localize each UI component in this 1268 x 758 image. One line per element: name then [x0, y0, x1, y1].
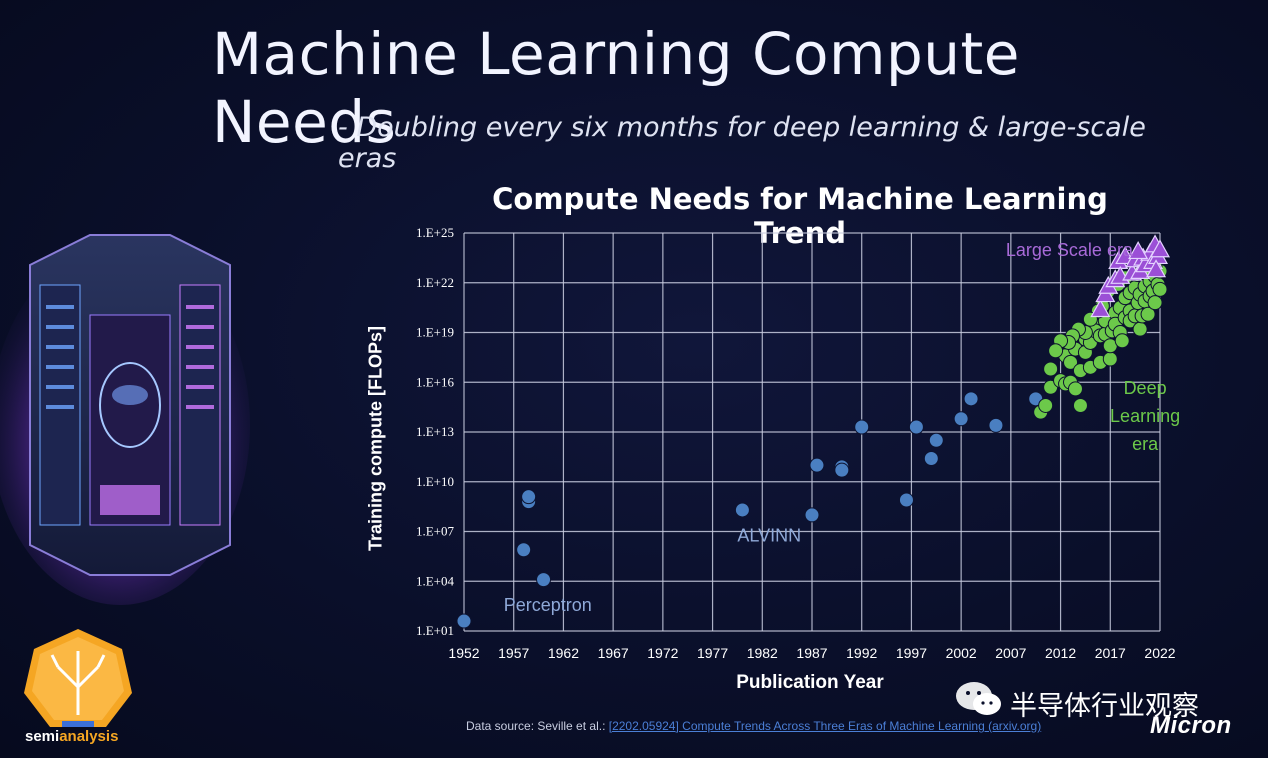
- data-point-large-scale: [1128, 241, 1149, 260]
- y-tick-label: 1.E+01: [416, 623, 454, 638]
- data-point-pre-deep-learning: [923, 451, 939, 467]
- chart-annotation: ALVINN: [737, 525, 801, 545]
- brand-analysis: analysis: [59, 728, 119, 745]
- chart-annotation: Learning: [1110, 406, 1180, 426]
- y-tick-label: 1.E+22: [416, 275, 454, 290]
- wechat-icon: [956, 682, 1001, 715]
- x-tick-label: 1992: [846, 645, 877, 661]
- data-point-deep-learning: [1043, 361, 1059, 377]
- x-tick-label: 1957: [498, 645, 529, 661]
- data-point-deep-learning: [1072, 397, 1088, 413]
- y-tick-label: 1.E+13: [416, 424, 454, 439]
- y-tick-label: 1.E+07: [416, 524, 455, 539]
- x-axis-label: Publication Year: [736, 672, 884, 693]
- data-point-deep-learning: [1048, 343, 1064, 359]
- data-source-link[interactable]: [2202.05924] Compute Trends Across Three…: [608, 719, 1042, 733]
- data-point-deep-learning: [1140, 306, 1156, 322]
- x-tick-label: 1977: [697, 645, 728, 661]
- wechat-account-name: 半导体行业观察: [1010, 691, 1199, 722]
- data-point-pre-deep-learning: [834, 462, 850, 478]
- page-title: Machine Learning Compute Needs: [212, 20, 1020, 156]
- chart-title: Compute Needs for Machine Learning Trend: [492, 182, 1108, 250]
- x-tick-label: 1962: [548, 645, 579, 661]
- data-point-pre-deep-learning: [734, 502, 750, 518]
- x-tick-label: 1952: [448, 645, 479, 661]
- data-point-deep-learning: [1102, 351, 1118, 367]
- scatter-chart: 1952 1957 1962 1967 1972 1977 1982 1987 1992 1997…: [416, 225, 1180, 661]
- chart-annotation: Large Scale era: [1006, 240, 1134, 260]
- data-point-pre-deep-learning: [898, 492, 914, 508]
- data-point-deep-learning: [1132, 321, 1148, 337]
- data-point-pre-deep-learning: [456, 613, 472, 629]
- semianalysis-tree-logo: [24, 629, 132, 727]
- y-tick-label: 1.E+16: [416, 374, 455, 389]
- y-tick-label: 1.E+04: [416, 573, 455, 588]
- data-point-large-scale: [1090, 299, 1111, 318]
- data-source-prefix: Data source: Seville et al.:: [466, 719, 606, 733]
- x-tick-label: 1997: [896, 645, 927, 661]
- data-source: Data source: Seville et al.: [2202.05924…: [466, 719, 1041, 733]
- data-point-deep-learning: [1067, 381, 1083, 397]
- x-tick-label: 1967: [598, 645, 629, 661]
- data-point-pre-deep-learning: [953, 411, 969, 427]
- data-point-pre-deep-learning: [854, 419, 870, 435]
- data-point-large-scale: [1149, 239, 1171, 258]
- chart-annotation: Perceptron: [504, 595, 592, 615]
- data-point-deep-learning: [1152, 281, 1168, 297]
- chart-annotation: era: [1132, 434, 1159, 454]
- supercomputer-illustration: [0, 234, 250, 605]
- y-tick-label: 1.E+25: [416, 225, 454, 240]
- x-tick-label: 2007: [995, 645, 1026, 661]
- data-point-pre-deep-learning: [521, 489, 537, 505]
- data-point-deep-learning: [1114, 333, 1130, 349]
- micron-logo: Micron: [1150, 712, 1232, 739]
- x-tick-label: 2017: [1095, 645, 1126, 661]
- data-point-pre-deep-learning: [516, 542, 532, 558]
- data-point-deep-learning: [1038, 397, 1054, 413]
- y-tick-label: 1.E+19: [416, 325, 454, 340]
- data-point-large-scale: [1146, 259, 1167, 278]
- x-tick-label: 2022: [1144, 645, 1175, 661]
- data-point-pre-deep-learning: [928, 432, 944, 448]
- brand-semi: semi: [25, 728, 60, 745]
- x-tick-label: 1972: [647, 645, 678, 661]
- y-tick-label: 1.E+10: [416, 474, 454, 489]
- data-point-pre-deep-learning: [988, 417, 1004, 433]
- chart-annotation: Deep: [1124, 378, 1167, 398]
- data-point-pre-deep-learning: [536, 572, 552, 588]
- data-point-pre-deep-learning: [908, 419, 924, 435]
- semianalysis-brand: semianalysis: [25, 728, 118, 745]
- data-point-pre-deep-learning: [809, 457, 825, 473]
- x-tick-label: 2012: [1045, 645, 1076, 661]
- data-point-deep-learning: [1147, 295, 1163, 311]
- data-point-pre-deep-learning: [804, 507, 820, 523]
- x-tick-label: 1987: [796, 645, 827, 661]
- x-tick-label: 1982: [747, 645, 778, 661]
- x-tick-label: 2002: [946, 645, 977, 661]
- data-point-deep-learning: [1063, 354, 1079, 370]
- page-subtitle: - Doubling every six months for deep lea…: [338, 112, 1146, 174]
- data-point-pre-deep-learning: [963, 391, 979, 407]
